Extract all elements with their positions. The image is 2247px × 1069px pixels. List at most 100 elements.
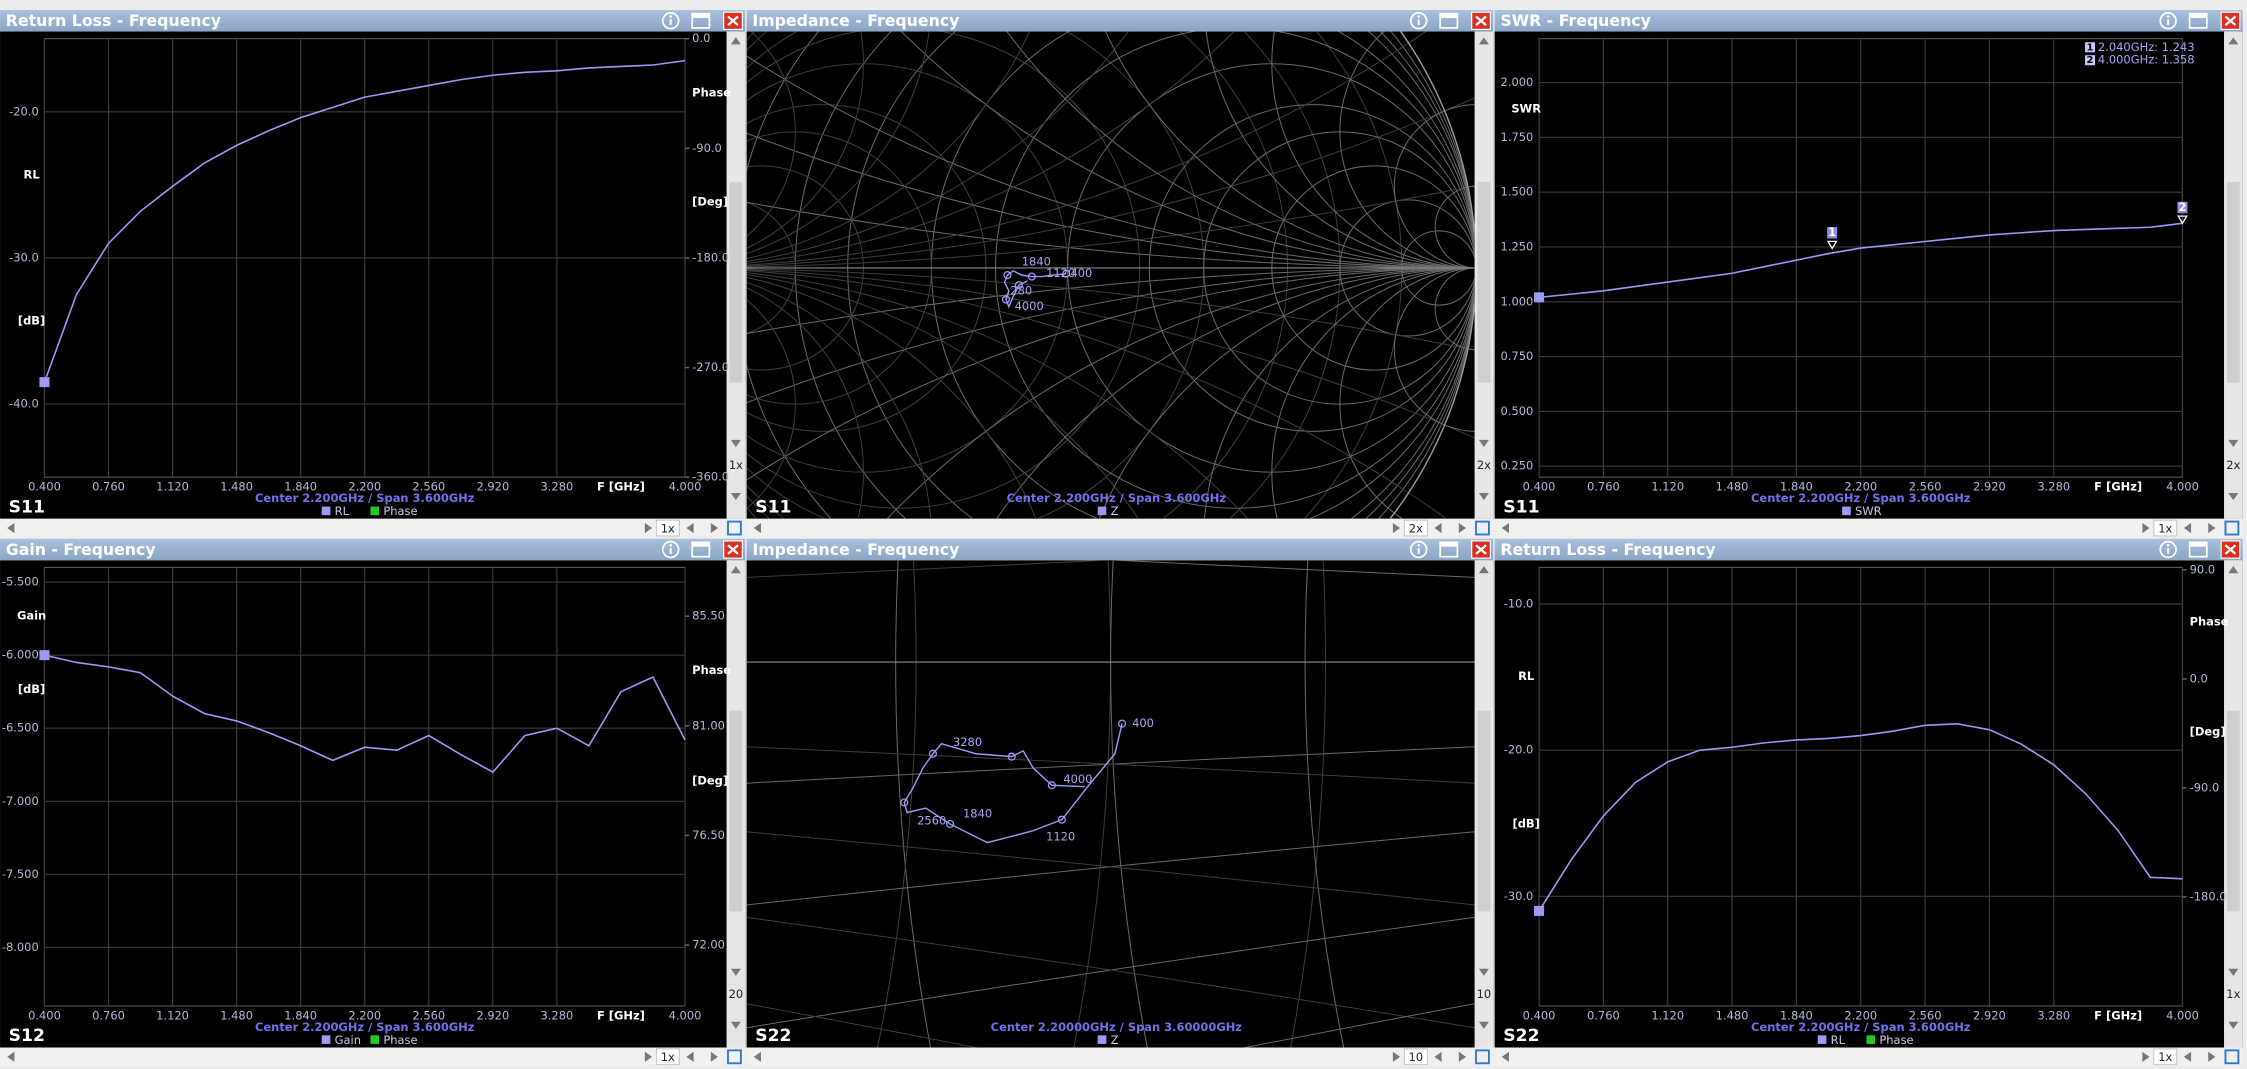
panel: Return Loss - Frequency 1x 1x 0.400 0.760 1.1… [0, 10, 746, 538]
maximize-bar [1440, 542, 1458, 547]
zoom-box[interactable] [2153, 519, 2178, 537]
trace-point [1117, 719, 1127, 728]
scroll-up[interactable] [1478, 566, 1489, 574]
y-axis-label: [dB] [18, 682, 45, 696]
scroll-left[interactable] [753, 1051, 761, 1062]
scroll-right[interactable] [2142, 523, 2150, 534]
horizontal-scrollbar[interactable] [746, 1047, 1494, 1067]
layout-button[interactable] [1475, 1049, 1490, 1065]
layout-button[interactable] [1475, 520, 1490, 536]
close-button[interactable] [1471, 11, 1491, 30]
scroll-left[interactable] [7, 1051, 15, 1062]
info-button[interactable] [2159, 12, 2177, 30]
y-tick-label: -30.0 [1504, 889, 1534, 903]
scroll-down[interactable] [1478, 968, 1489, 976]
scroll-up[interactable] [2228, 37, 2239, 45]
legend-label: Phase [1879, 1033, 1913, 1047]
nav-arrows[interactable] [1434, 523, 1466, 534]
zoom-box[interactable] [655, 1048, 680, 1066]
marker-id: 1 [1828, 225, 1836, 239]
scroll-up[interactable] [730, 37, 741, 45]
scroll-thumb[interactable] [1477, 181, 1491, 383]
legend-swatch [1097, 506, 1107, 516]
scroll-thumb[interactable] [2226, 181, 2240, 383]
scroll-down2[interactable] [730, 492, 741, 501]
info-button[interactable] [1409, 540, 1428, 559]
info-button[interactable] [661, 12, 680, 30]
layout-button[interactable] [2224, 1049, 2240, 1065]
zoom-horizontal: 1x [661, 521, 675, 535]
scroll-right[interactable] [1392, 523, 1401, 534]
legend-swatch [370, 506, 380, 516]
horizontal-scrollbar[interactable] [0, 1047, 746, 1067]
scroll-thumb[interactable] [1477, 710, 1491, 912]
scroll-up[interactable] [2228, 566, 2239, 574]
scroll-right[interactable] [644, 1051, 653, 1062]
y2-axis-label: [Deg] [692, 773, 728, 787]
horizontal-scrollbar[interactable] [1494, 518, 2243, 538]
close-button[interactable] [2220, 540, 2241, 559]
info-button[interactable] [2159, 540, 2177, 559]
scroll-down[interactable] [730, 968, 741, 976]
scroll-right[interactable] [644, 523, 653, 534]
scroll-down2[interactable] [2228, 1021, 2239, 1029]
scroll-down2[interactable] [730, 1021, 741, 1029]
frequency-label: 400 [1132, 716, 1154, 730]
horizontal-scrollbar[interactable] [0, 518, 746, 538]
layout-button[interactable] [727, 1049, 742, 1065]
scroll-left[interactable] [7, 523, 15, 534]
zoom-box[interactable] [2153, 1048, 2178, 1066]
y2-axis-label: [Deg] [2190, 725, 2226, 739]
layout-button[interactable] [2224, 520, 2240, 536]
legend-label: Z [1111, 1033, 1119, 1047]
legend-label: RL [1831, 1033, 1846, 1047]
scroll-down[interactable] [730, 439, 741, 448]
scroll-right[interactable] [1392, 1051, 1401, 1062]
trace-point [1062, 269, 1071, 278]
info-button[interactable] [1409, 12, 1428, 30]
scroll-left[interactable] [1501, 1051, 1509, 1062]
y-axis-label: SWR [1511, 101, 1541, 115]
plot-background [1494, 560, 2243, 1048]
horizontal-scrollbar[interactable] [746, 518, 1494, 538]
close-button[interactable] [723, 11, 743, 30]
zoom-box[interactable] [655, 519, 680, 537]
scroll-thumb[interactable] [729, 181, 743, 383]
horizontal-scrollbar[interactable] [1494, 1047, 2243, 1067]
nav-arrows[interactable] [686, 1051, 718, 1062]
y2-tick-label: -270.0 [692, 360, 729, 374]
scroll-down2[interactable] [2228, 492, 2239, 501]
close-button[interactable] [723, 540, 743, 559]
scroll-thumb[interactable] [2226, 710, 2240, 912]
scroll-left[interactable] [753, 523, 761, 534]
x-tick-label: 1.840 [1780, 1008, 1813, 1022]
scroll-down[interactable] [2228, 968, 2239, 976]
zoom-vertical: 1x [2226, 987, 2240, 1001]
plot-background [0, 560, 746, 1048]
zoom-horizontal: 2x [1409, 521, 1423, 535]
zoom-box[interactable] [1403, 1048, 1428, 1066]
scroll-right[interactable] [2142, 1051, 2150, 1062]
scroll-left[interactable] [1501, 523, 1509, 534]
nav-arrows[interactable] [686, 523, 718, 534]
nav-arrows[interactable] [2183, 523, 2216, 534]
scroll-up[interactable] [1478, 37, 1489, 45]
scroll-thumb[interactable] [729, 710, 743, 912]
close-button[interactable] [2220, 11, 2241, 30]
scroll-up[interactable] [730, 566, 741, 574]
y-tick-label: 2.000 [1501, 75, 1534, 89]
legend-swatch [1842, 506, 1851, 516]
zoom-box[interactable] [1403, 519, 1428, 537]
x-tick-label: 2.200 [348, 1008, 381, 1022]
scroll-down[interactable] [2228, 439, 2239, 448]
scroll-down2[interactable] [1478, 492, 1489, 501]
scroll-down[interactable] [1478, 439, 1489, 448]
layout-button[interactable] [727, 520, 742, 536]
nav-arrows[interactable] [2183, 1051, 2216, 1062]
frequency-label: 2560 [917, 814, 946, 828]
info-button[interactable] [661, 540, 680, 559]
close-button[interactable] [1471, 540, 1491, 559]
nav-arrows[interactable] [1434, 1051, 1466, 1062]
scroll-down2[interactable] [1478, 1021, 1489, 1029]
